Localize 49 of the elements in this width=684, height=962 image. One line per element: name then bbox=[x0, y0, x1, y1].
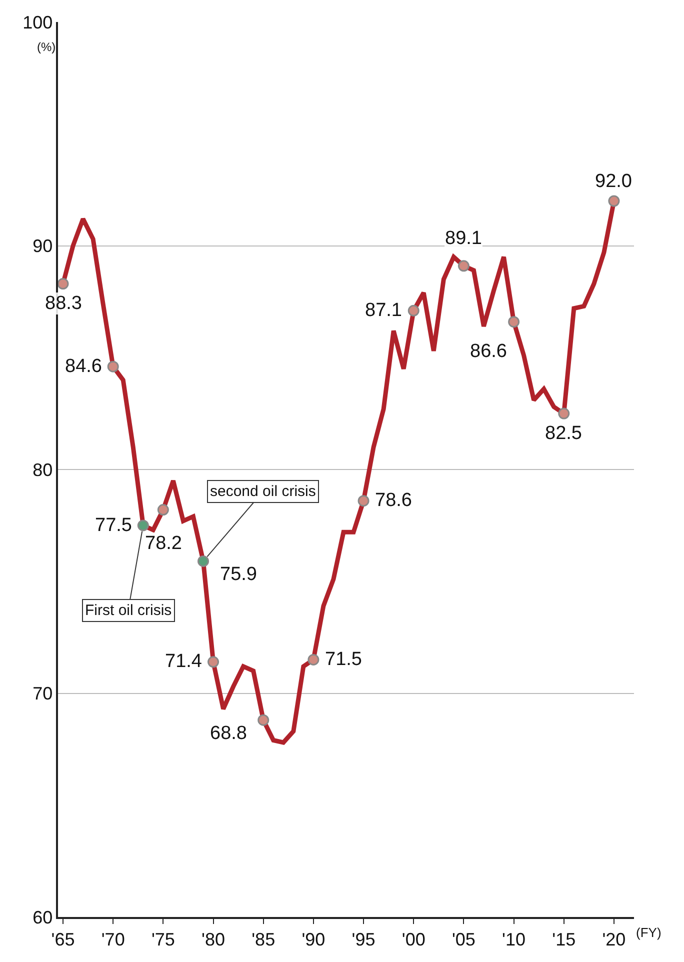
x-tick-label: '95 bbox=[352, 929, 376, 950]
data-label: 75.9 bbox=[220, 564, 257, 585]
y-axis-title: (%) bbox=[37, 40, 56, 54]
y-tick-label: 90 bbox=[32, 236, 53, 256]
data-label: 86.6 bbox=[470, 341, 507, 362]
data-label: 68.8 bbox=[210, 723, 247, 744]
x-tick-label: '80 bbox=[202, 929, 226, 950]
x-tick-label: '15 bbox=[552, 929, 576, 950]
data-label: 77.5 bbox=[95, 515, 132, 536]
point bbox=[107, 360, 119, 372]
point bbox=[198, 555, 209, 567]
point bbox=[208, 656, 220, 668]
y-tick-label: 60 bbox=[32, 907, 53, 928]
point bbox=[258, 714, 270, 726]
x-tick-label: '00 bbox=[402, 929, 426, 950]
point bbox=[358, 495, 370, 507]
x-tick-label: '10 bbox=[502, 929, 526, 950]
y-tick-label: 80 bbox=[32, 460, 53, 480]
data-label: 89.1 bbox=[445, 228, 482, 249]
data-label: 88.3 bbox=[45, 293, 82, 314]
data-label: 78.6 bbox=[375, 490, 412, 511]
x-tick-label: '65 bbox=[51, 929, 75, 950]
point bbox=[508, 316, 520, 328]
point bbox=[137, 520, 149, 532]
point bbox=[157, 504, 169, 516]
point bbox=[308, 654, 320, 666]
x-tick-label: '90 bbox=[302, 929, 326, 950]
data-label: 87.1 bbox=[365, 300, 402, 321]
x-tick-label: '70 bbox=[101, 929, 125, 950]
x-tick-label: '75 bbox=[151, 929, 175, 950]
x-axis-title: (FY) bbox=[636, 925, 662, 940]
y-tick-label: 70 bbox=[32, 684, 53, 704]
data-label: 71.4 bbox=[165, 651, 202, 672]
data-label: 84.6 bbox=[65, 356, 102, 377]
annotation: First oil crisis bbox=[85, 602, 172, 619]
point bbox=[57, 278, 69, 290]
point bbox=[608, 195, 620, 207]
point bbox=[558, 408, 570, 420]
point bbox=[458, 260, 470, 272]
x-tick-label: '20 bbox=[602, 929, 626, 950]
data-label: 71.5 bbox=[325, 649, 362, 670]
annotation: second oil crisis bbox=[210, 483, 316, 500]
data-label: 92.0 bbox=[595, 171, 632, 192]
y-tick-label: 100 bbox=[22, 12, 53, 32]
x-tick-label: '85 bbox=[252, 929, 276, 950]
point bbox=[408, 304, 420, 316]
data-label: 78.2 bbox=[145, 533, 182, 554]
x-tick-label: '05 bbox=[452, 929, 476, 950]
data-label: 82.5 bbox=[545, 423, 582, 444]
